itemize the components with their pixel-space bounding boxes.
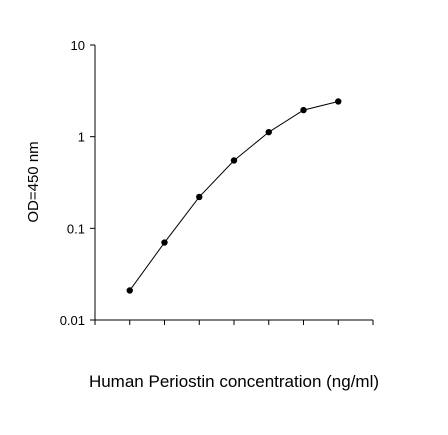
data-point-3 bbox=[230, 157, 238, 164]
series-line bbox=[129, 100, 339, 291]
series-points bbox=[126, 98, 342, 294]
y-ticks: 0.01 0.1 1 10 bbox=[60, 38, 95, 328]
y-axis: 0.01 0.1 1 10 bbox=[60, 38, 96, 328]
data-point-0 bbox=[126, 287, 133, 294]
data-point-1 bbox=[161, 239, 168, 246]
data-point-5 bbox=[300, 106, 307, 114]
series-layer bbox=[126, 98, 342, 294]
y-tick-label-3: 10 bbox=[71, 38, 85, 53]
y-axis-label: OD=450 nm bbox=[25, 141, 42, 222]
x-axis-label: Human Periostin concentration (ng/ml) bbox=[89, 372, 379, 391]
y-tick-label-0: 0.01 bbox=[60, 313, 85, 328]
data-point-6 bbox=[335, 98, 342, 105]
data-point-4 bbox=[265, 128, 272, 136]
data-point-2 bbox=[196, 193, 203, 201]
x-axis bbox=[94, 319, 374, 325]
y-tick-label-1: 0.1 bbox=[67, 221, 85, 236]
x-ticks bbox=[94, 320, 374, 325]
y-tick-label-2: 1 bbox=[78, 130, 85, 145]
